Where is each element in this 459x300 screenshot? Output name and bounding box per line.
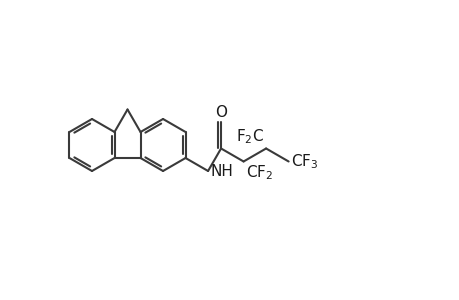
- Text: CF$_3$: CF$_3$: [290, 152, 317, 171]
- Text: CF$_2$: CF$_2$: [245, 164, 272, 182]
- Text: NH: NH: [210, 164, 232, 178]
- Text: F$_2$C: F$_2$C: [235, 128, 263, 146]
- Text: O: O: [215, 106, 227, 121]
